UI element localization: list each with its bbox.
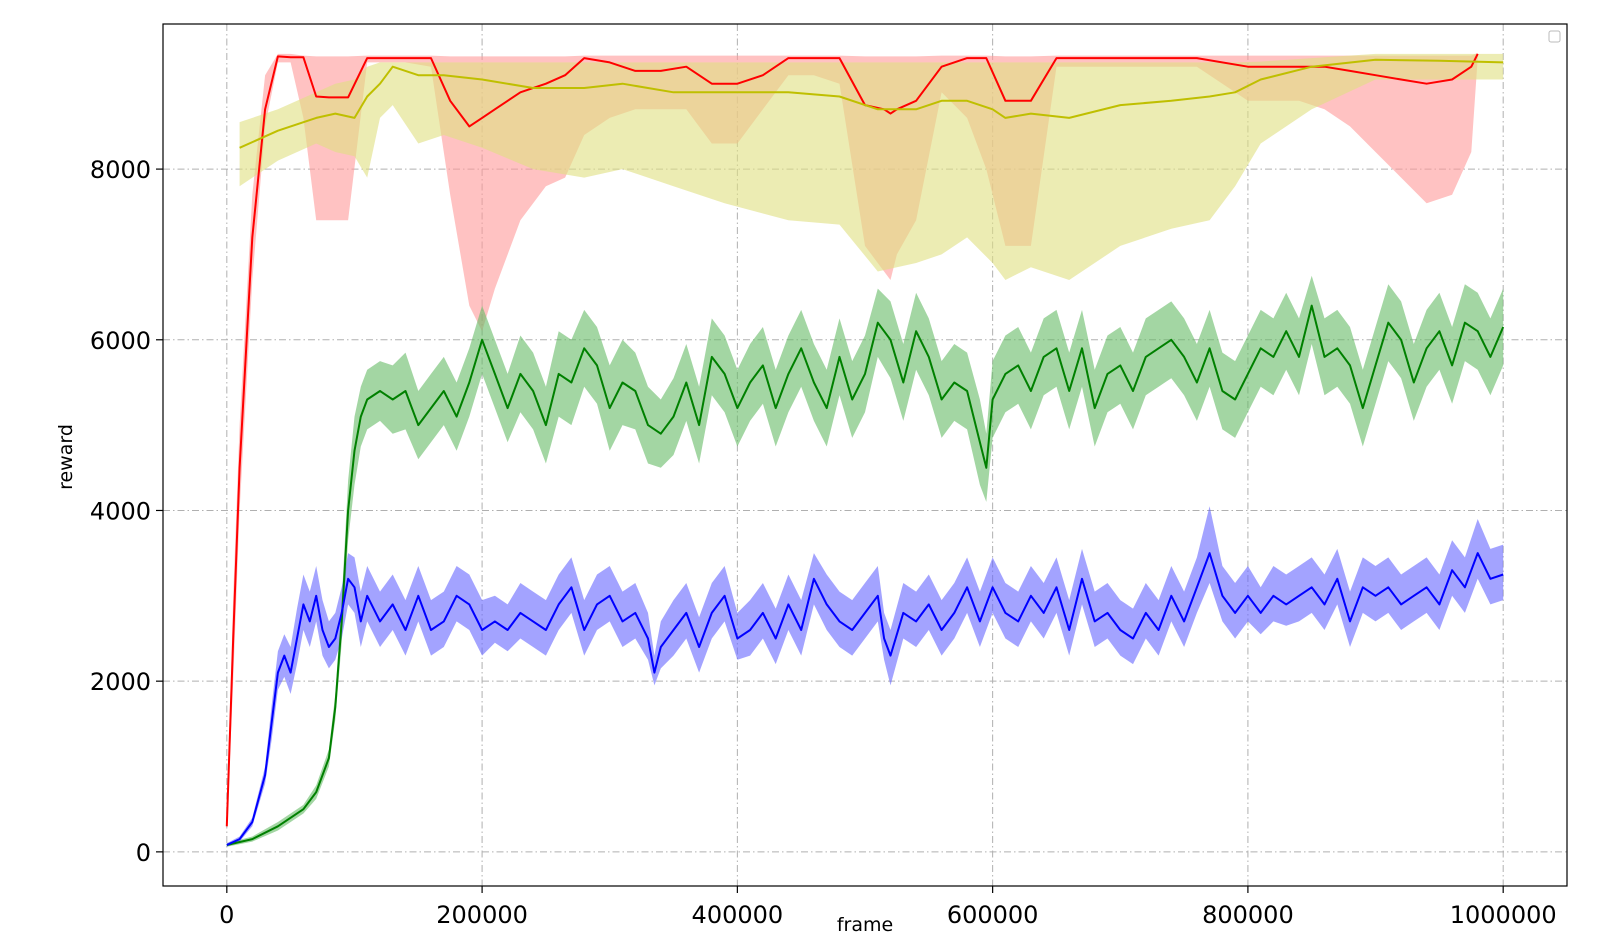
x-tick-label: 800000 <box>1202 901 1294 929</box>
legend-box <box>1548 30 1561 43</box>
series-green-band <box>226 275 1504 847</box>
series-green-line <box>226 304 1505 846</box>
x-axis-title: frame <box>837 914 893 933</box>
y-axis-title: reward <box>55 424 77 490</box>
x-tick-label: 0 <box>219 901 234 929</box>
series-yellow-line <box>239 58 1504 149</box>
series-yellow-band <box>239 53 1504 281</box>
series-blue-band <box>226 506 1504 847</box>
y-tick-label: 6000 <box>90 327 151 355</box>
series-lines <box>225 53 1505 846</box>
y-tick-label: 4000 <box>90 497 151 525</box>
y-tick-label: 8000 <box>90 156 151 184</box>
x-axis-ticks: 0 200000 400000 600000 800000 1000000 <box>219 886 1557 929</box>
x-tick-label: 200000 <box>436 901 528 929</box>
y-axis-ticks: 0 2000 4000 6000 8000 <box>90 156 163 867</box>
series-blue-line <box>226 552 1504 846</box>
x-tick-label: 600000 <box>947 901 1039 929</box>
y-tick-label: 0 <box>136 839 151 867</box>
confidence-bands <box>226 53 1504 847</box>
x-tick-label: 1000000 <box>1450 901 1557 929</box>
x-tick-label: 400000 <box>692 901 784 929</box>
y-tick-label: 2000 <box>90 668 151 696</box>
plot-frame <box>162 23 1568 887</box>
series-red-line <box>225 53 1479 827</box>
